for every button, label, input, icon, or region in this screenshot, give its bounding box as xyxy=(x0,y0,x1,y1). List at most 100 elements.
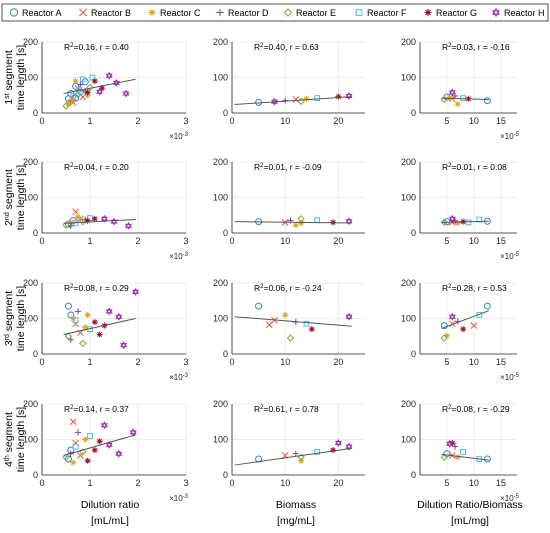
data-point xyxy=(62,221,70,229)
data-point xyxy=(448,88,456,97)
x-axis-exponent: ×10-3 xyxy=(169,252,189,261)
x-tick-label: 15 xyxy=(496,116,506,126)
y-tick-label: 0 xyxy=(223,108,228,118)
x-axis-exponent: ×10-5 xyxy=(500,252,520,261)
r2-annotation: R2=0.14, r = 0.37 xyxy=(64,404,129,414)
column-label-line2: [mL/mL] xyxy=(91,515,129,527)
data-point xyxy=(303,320,310,327)
data-point xyxy=(72,208,79,216)
y-tick-label: 100 xyxy=(401,73,416,83)
r2-annotation: R2=0.04, r = 0.20 xyxy=(64,162,129,172)
y-tick-label: 100 xyxy=(213,314,228,324)
r2-annotation: R2=0.01, r = -0.09 xyxy=(254,162,322,172)
legend-box xyxy=(1,3,549,22)
data-point xyxy=(84,217,91,224)
legend-label: Reactor H xyxy=(504,8,545,18)
row-label-line1: 3rd segment xyxy=(3,291,15,346)
data-point xyxy=(292,450,299,457)
data-point xyxy=(100,214,108,223)
legend-label: Reactor A xyxy=(22,8,62,18)
data-point xyxy=(452,443,459,450)
data-point xyxy=(440,218,448,227)
y-tick-label: 0 xyxy=(33,108,38,118)
y-tick-label: 200 xyxy=(401,399,416,409)
r2-annotation: R2=0.01, r = 0.08 xyxy=(442,162,507,172)
scatter-panel: 0 100 200 0 10 20 R2=0.61, r = 0.78 xyxy=(213,399,365,488)
data-point xyxy=(120,341,128,350)
data-point xyxy=(77,452,84,459)
data-point xyxy=(129,428,137,437)
scatter-panel: 0 100 200 0 1 2 3 ×10-3 R2=0.16, r = 0.40 xyxy=(23,37,189,141)
data-point xyxy=(122,89,130,98)
row-label: 1st segment time length [s] xyxy=(3,45,27,110)
fit-line xyxy=(234,221,352,224)
legend-label: Reactor D xyxy=(228,8,269,18)
data-point xyxy=(286,334,295,342)
data-point xyxy=(82,436,89,443)
x-tick-label: 0 xyxy=(229,478,234,488)
legend-marker-icon xyxy=(9,8,19,17)
scatter-panel: 0 100 200 5 10 15 ×10-5 R2=0.01, r = 0.08 xyxy=(401,157,520,261)
data-point xyxy=(446,439,454,448)
row-label-line1: 4th segment xyxy=(3,412,15,467)
data-point xyxy=(91,215,98,222)
data-point xyxy=(440,322,448,330)
y-tick-label: 200 xyxy=(23,37,38,47)
data-point xyxy=(454,454,461,461)
legend-entry: Reactor A xyxy=(9,8,62,18)
x-tick-label: 20 xyxy=(333,236,343,246)
data-point xyxy=(75,308,81,315)
data-point xyxy=(298,220,305,227)
x-axis-exponent: ×10-3 xyxy=(169,494,189,503)
data-point xyxy=(448,312,456,321)
y-tick-label: 100 xyxy=(213,435,228,445)
x-tick-label: 1 xyxy=(87,116,92,126)
x-tick-label: 2 xyxy=(135,478,140,488)
y-tick-label: 200 xyxy=(23,399,38,409)
data-point xyxy=(67,336,74,343)
y-tick-label: 100 xyxy=(401,314,416,324)
column-label-line2: [mL/mg] xyxy=(451,515,489,527)
row-label-line2: time length [s] xyxy=(15,407,27,472)
x-tick-label: 0 xyxy=(229,116,234,126)
data-point xyxy=(105,71,113,80)
x-tick-label: 10 xyxy=(469,116,479,126)
legend-label: Reactor G xyxy=(436,8,477,18)
data-point xyxy=(443,218,451,226)
x-tick-label: 3 xyxy=(183,478,188,488)
y-tick-label: 200 xyxy=(401,278,416,288)
y-tick-label: 200 xyxy=(23,157,38,167)
y-tick-label: 0 xyxy=(33,470,38,480)
data-point xyxy=(330,447,337,454)
legend-entry: Reactor H xyxy=(492,7,545,18)
data-point xyxy=(86,83,94,92)
r2-annotation: R2=0.08, r = 0.29 xyxy=(64,283,129,293)
data-point xyxy=(454,101,461,108)
data-point xyxy=(255,302,263,310)
fit-line xyxy=(441,310,490,329)
data-point xyxy=(314,449,321,455)
data-point xyxy=(470,322,478,329)
r2-annotation: R2=0.28, r = 0.53 xyxy=(442,283,507,293)
data-point xyxy=(345,312,353,321)
x-tick-label: 0 xyxy=(39,478,44,488)
data-point xyxy=(440,334,448,342)
legend-entry: Reactor B xyxy=(79,8,131,18)
data-point xyxy=(69,418,77,426)
scatter-panel: 0 100 200 0 10 20 R2=0.01, r = -0.09 xyxy=(213,157,365,246)
legend-marker-icon xyxy=(79,8,87,17)
data-point xyxy=(84,89,91,96)
legend-marker-icon xyxy=(148,8,156,17)
data-point xyxy=(460,95,467,101)
fit-line xyxy=(441,220,489,223)
data-point xyxy=(96,331,103,338)
fit-line xyxy=(234,96,352,105)
row-label: 4th segment time length [s] xyxy=(3,407,27,472)
y-tick-label: 100 xyxy=(213,73,228,83)
y-tick-label: 200 xyxy=(23,278,38,288)
scatter-panel: 0 100 200 0 10 20 R2=0.06, r = -0.24 xyxy=(213,278,365,367)
fit-line xyxy=(234,447,352,466)
r2-annotation: R2=0.61, r = 0.78 xyxy=(254,404,319,414)
row-label-line2: time length [s] xyxy=(15,165,27,230)
